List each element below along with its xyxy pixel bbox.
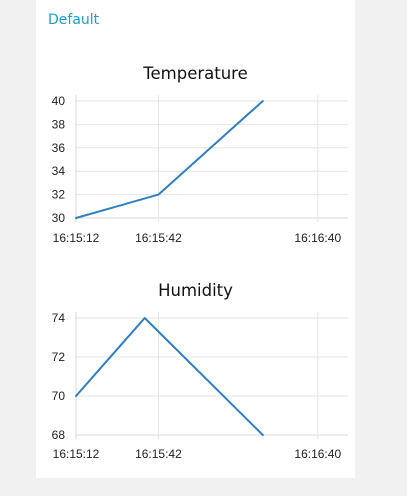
y-tick-label: 34 [52, 164, 66, 178]
y-tick-label: 68 [52, 428, 66, 442]
y-tick-label: 32 [52, 188, 66, 202]
x-tick-label: 16:15:42 [135, 231, 182, 245]
y-tick-label: 40 [52, 94, 66, 108]
humidity-chart: 68 70 72 74 16:15:12 16:15:42 16:16:40 [52, 311, 348, 461]
x-tick-label: 16:15:12 [53, 447, 100, 461]
y-tick-label: 72 [52, 350, 66, 364]
y-tick-label: 36 [52, 141, 66, 155]
group-title: Default [48, 12, 100, 28]
y-tick-label: 70 [52, 389, 66, 403]
series-line [75, 317, 264, 436]
y-tick-label: 30 [52, 211, 66, 225]
temperature-chart: 30 32 34 36 38 40 16:15:12 16:15:42 16:16:40 [52, 94, 348, 245]
chart-title-humidity: Humidity [158, 281, 233, 300]
series-line [75, 100, 264, 219]
y-tick-label: 38 [52, 117, 66, 131]
x-tick-label: 16:15:42 [135, 447, 182, 461]
chart-title-temperature: Temperature [143, 64, 248, 83]
y-tick-label: 74 [52, 311, 66, 325]
x-tick-label: 16:15:12 [53, 231, 100, 245]
dashboard-card: Default Temperature 30 32 34 36 38 40 16:15:12… [36, 0, 355, 478]
x-tick-label: 16:16:40 [294, 447, 341, 461]
x-tick-label: 16:16:40 [294, 231, 341, 245]
